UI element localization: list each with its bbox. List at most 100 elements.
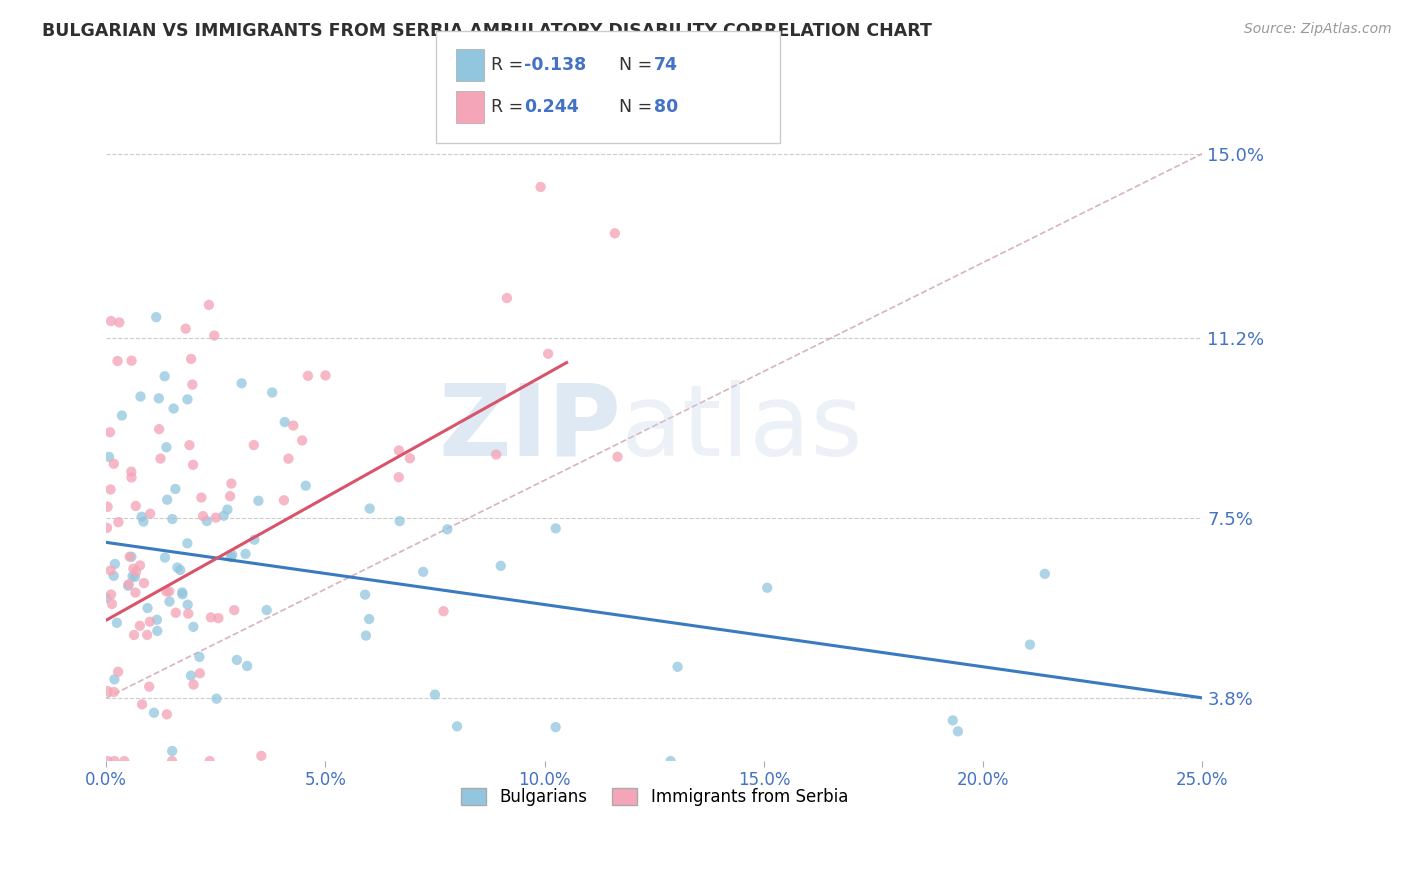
Point — [217, 502, 239, 516]
Point — [388, 514, 411, 528]
Point — [225, 653, 247, 667]
Point — [436, 522, 458, 536]
Point — [128, 619, 150, 633]
Point — [104, 557, 127, 571]
Point — [544, 720, 567, 734]
Point — [277, 451, 299, 466]
Point — [432, 604, 454, 618]
Point — [291, 434, 314, 448]
Point — [183, 678, 205, 692]
Text: R =: R = — [491, 98, 529, 116]
Point — [219, 550, 242, 565]
Point — [221, 548, 243, 562]
Text: BULGARIAN VS IMMIGRANTS FROM SERBIA AMBULATORY DISABILITY CORRELATION CHART: BULGARIAN VS IMMIGRANTS FROM SERBIA AMBU… — [42, 22, 932, 40]
Point — [156, 707, 179, 722]
Text: Source: ZipAtlas.com: Source: ZipAtlas.com — [1244, 22, 1392, 37]
Point — [190, 491, 212, 505]
Point — [132, 576, 155, 591]
Point — [103, 754, 125, 768]
Point — [212, 508, 235, 523]
Point — [224, 603, 246, 617]
Point — [120, 465, 142, 479]
Point — [132, 515, 155, 529]
Point — [294, 479, 316, 493]
Point — [180, 351, 202, 366]
Point — [283, 418, 305, 433]
Point — [131, 698, 153, 712]
Point — [204, 510, 226, 524]
Point — [603, 227, 626, 241]
Point — [118, 549, 141, 564]
Point — [399, 451, 422, 466]
Point — [205, 691, 228, 706]
Point — [155, 440, 177, 454]
Point — [221, 476, 243, 491]
Point — [96, 684, 118, 698]
Point — [166, 560, 188, 574]
Point — [101, 597, 124, 611]
Point — [188, 666, 211, 681]
Point — [942, 714, 965, 728]
Point — [606, 450, 628, 464]
Point — [121, 569, 143, 583]
Point — [262, 385, 284, 400]
Point — [165, 606, 187, 620]
Point — [388, 470, 411, 484]
Point — [97, 754, 120, 768]
Point — [314, 368, 336, 383]
Point — [96, 521, 118, 535]
Point — [145, 310, 167, 325]
Point — [98, 450, 121, 464]
Point — [176, 536, 198, 550]
Point — [139, 507, 162, 521]
Text: 80: 80 — [654, 98, 678, 116]
Point — [155, 584, 177, 599]
Point — [136, 601, 159, 615]
Point — [165, 482, 187, 496]
Text: 0.244: 0.244 — [524, 98, 579, 116]
Point — [1033, 566, 1056, 581]
Point — [124, 570, 146, 584]
Point — [103, 569, 125, 583]
Point — [446, 719, 468, 733]
Point — [156, 492, 179, 507]
Point — [181, 377, 204, 392]
Point — [162, 401, 184, 416]
Point — [107, 354, 129, 368]
Point — [489, 558, 512, 573]
Point — [180, 668, 202, 682]
Point — [117, 579, 139, 593]
Point — [388, 443, 411, 458]
Point — [179, 438, 201, 452]
Point — [153, 550, 176, 565]
Point — [124, 585, 146, 599]
Point — [120, 549, 142, 564]
Point — [354, 629, 377, 643]
Text: N =: N = — [619, 98, 658, 116]
Point — [125, 499, 148, 513]
Point — [666, 660, 689, 674]
Point — [146, 624, 169, 638]
Point — [172, 585, 194, 599]
Point — [172, 587, 194, 601]
Point — [121, 470, 143, 484]
Point — [121, 353, 143, 368]
Point — [105, 615, 128, 630]
Point — [207, 611, 229, 625]
Point — [219, 489, 242, 503]
Point — [149, 451, 172, 466]
Point — [359, 612, 381, 626]
Point — [200, 610, 222, 624]
Point — [139, 615, 162, 629]
Point — [274, 415, 297, 429]
Point — [143, 706, 166, 720]
Point — [107, 515, 129, 529]
Point — [198, 298, 221, 312]
Point — [256, 603, 278, 617]
Point — [195, 514, 218, 528]
Point — [129, 558, 152, 573]
Point — [235, 547, 257, 561]
Point — [188, 649, 211, 664]
Legend: Bulgarians, Immigrants from Serbia: Bulgarians, Immigrants from Serbia — [454, 781, 855, 813]
Point — [273, 493, 295, 508]
